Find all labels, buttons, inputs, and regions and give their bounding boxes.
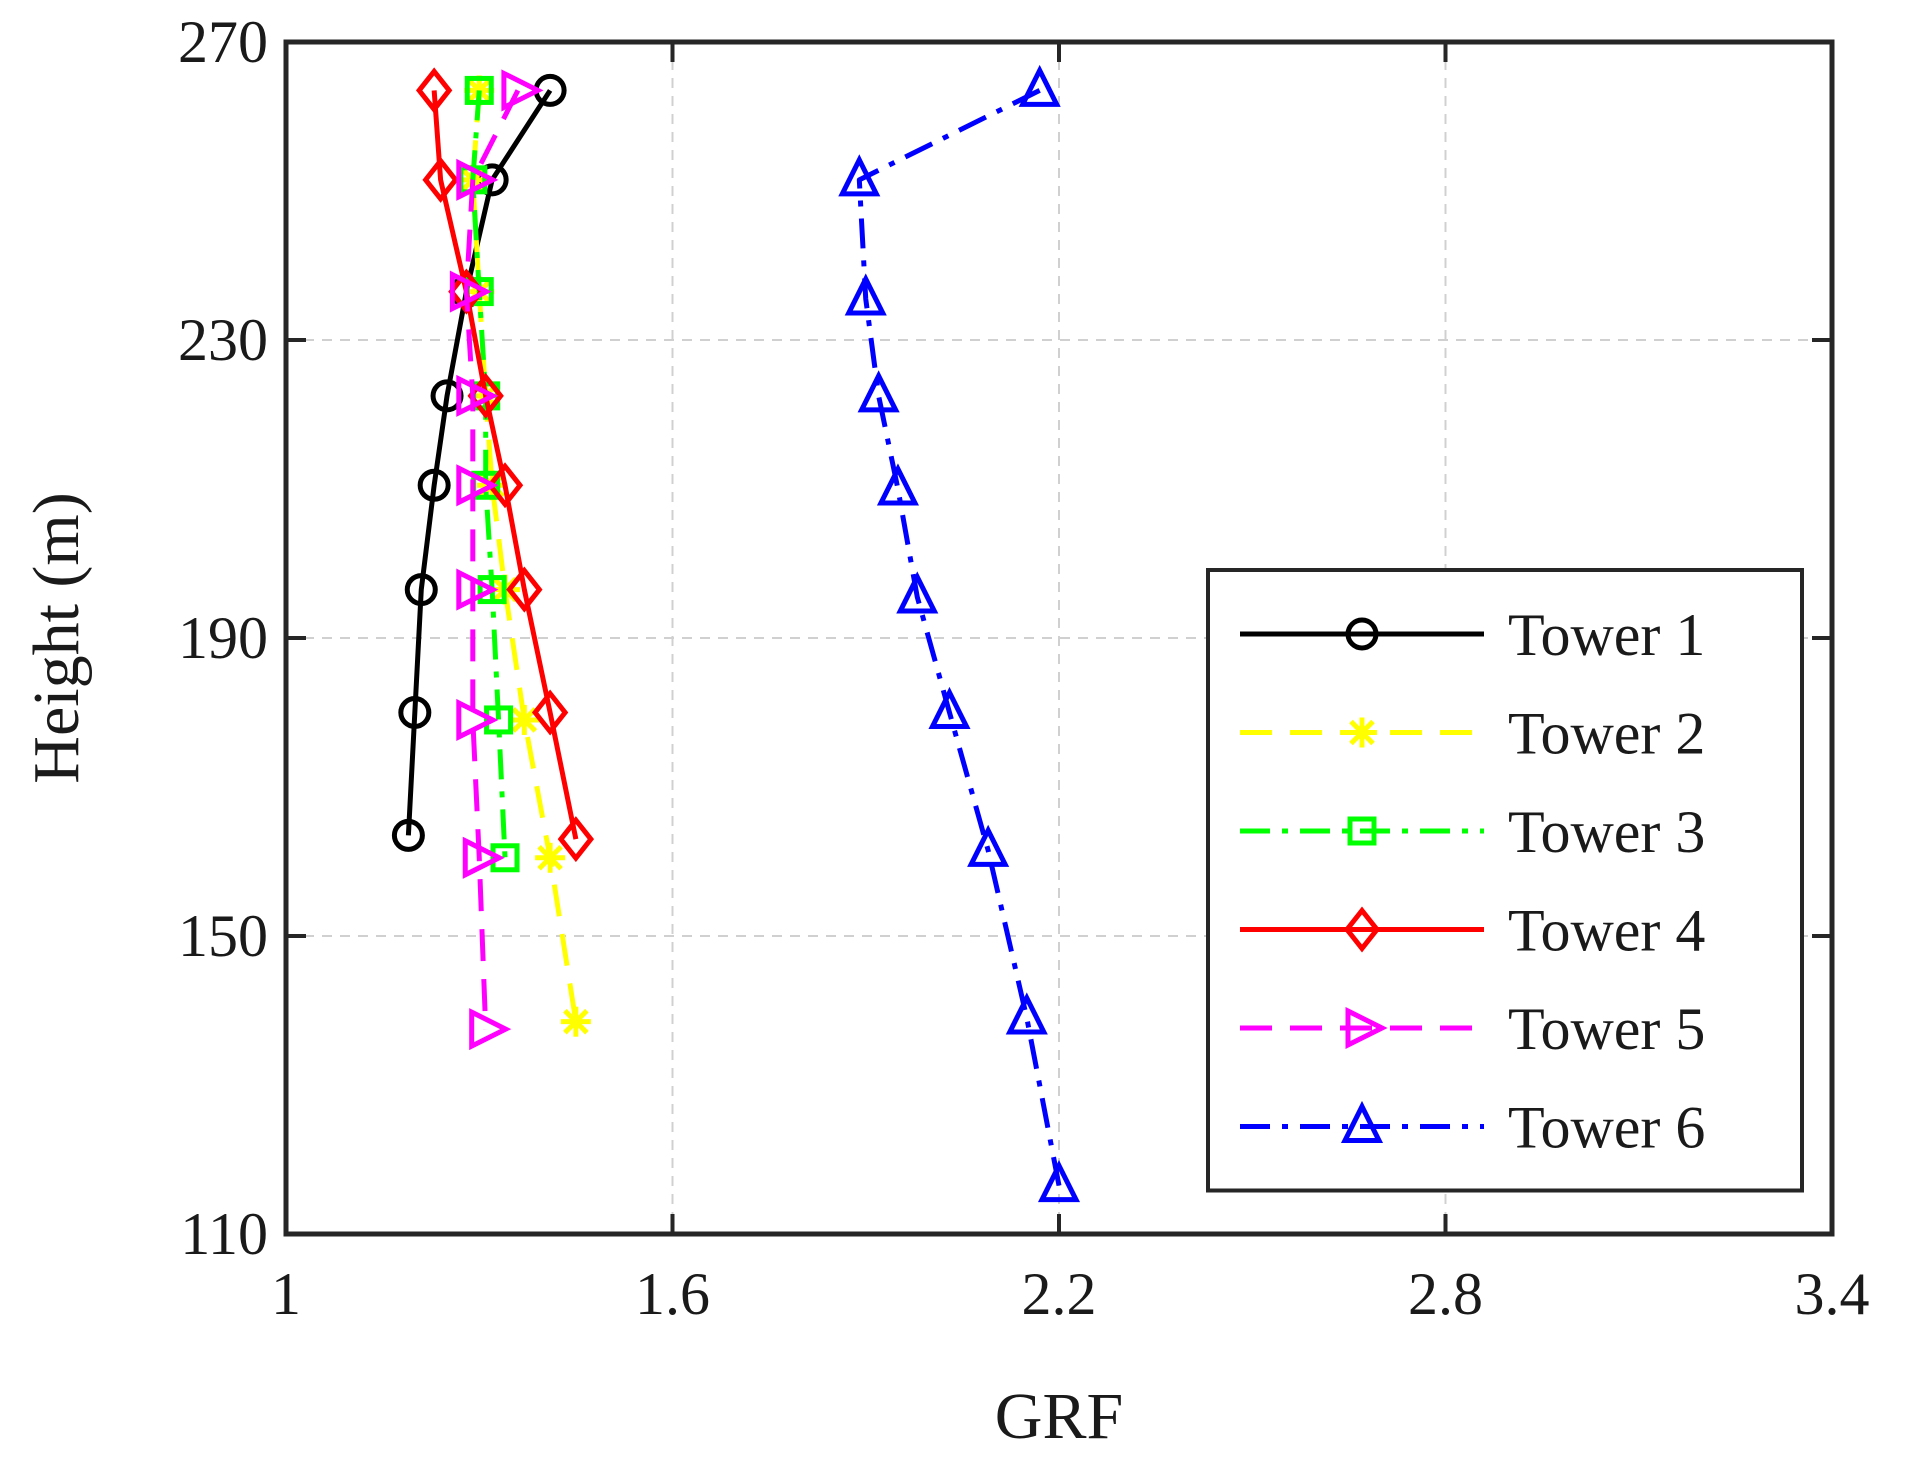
legend-entry: Tower 1 xyxy=(1240,602,1705,668)
data-point-marker xyxy=(456,374,499,417)
legend-marker xyxy=(1345,617,1379,651)
series-line xyxy=(431,90,579,840)
data-point-marker xyxy=(857,370,900,413)
data-point-marker xyxy=(557,816,595,863)
series-tower-6 xyxy=(838,64,1081,1203)
data-point-marker xyxy=(1005,992,1048,1035)
data-point-marker xyxy=(876,463,920,506)
data-point-marker xyxy=(391,818,425,852)
legend-label: Tower 6 xyxy=(1508,1095,1705,1161)
legend-marker xyxy=(1340,1100,1384,1143)
x-tick-label: 2.2 xyxy=(1022,1261,1097,1327)
legend-label: Tower 1 xyxy=(1508,602,1705,668)
y-tick-label: 270 xyxy=(178,9,268,75)
data-point-marker xyxy=(456,158,499,201)
y-tick-label: 190 xyxy=(178,605,268,671)
data-point-marker xyxy=(1037,1159,1081,1203)
legend-marker xyxy=(1347,816,1377,846)
data-point-marker xyxy=(462,836,505,879)
data-point-marker xyxy=(535,842,566,873)
data-point-marker xyxy=(1018,64,1061,107)
legend-marker xyxy=(1343,906,1381,953)
data-point-marker xyxy=(422,156,459,203)
data-point-marker xyxy=(490,843,520,873)
legend-marker xyxy=(1347,717,1377,748)
data-point-marker xyxy=(404,573,438,607)
data-point-marker xyxy=(506,566,543,613)
x-tick-label: 3.4 xyxy=(1795,1261,1870,1327)
series-line xyxy=(405,89,553,836)
series-line xyxy=(470,90,508,858)
data-point-marker xyxy=(415,67,453,114)
series-line xyxy=(856,88,1062,1187)
data-point-marker xyxy=(464,75,494,105)
legend-label: Tower 5 xyxy=(1508,996,1705,1062)
y-tick-label: 150 xyxy=(178,903,268,969)
data-point-marker xyxy=(398,696,432,729)
series-line xyxy=(463,89,521,1030)
data-point-marker xyxy=(456,464,499,507)
legend-label: Tower 4 xyxy=(1508,898,1705,964)
legend-label: Tower 3 xyxy=(1508,799,1705,865)
legend: Tower 1 Tower 2 Tower 3 Tower 4 Tower 5 Tower… xyxy=(1206,568,1804,1193)
legend-label: Tower 2 xyxy=(1508,701,1705,767)
data-point-marker xyxy=(501,69,544,112)
data-point-marker xyxy=(560,1006,591,1037)
legend-entry: Tower 2 xyxy=(1240,701,1705,767)
x-tick-label: 1.6 xyxy=(635,1261,710,1327)
data-point-marker xyxy=(477,575,507,605)
series-tower-2 xyxy=(457,75,591,1037)
y-tick-label: 110 xyxy=(180,1201,268,1267)
data-point-marker xyxy=(967,824,1010,867)
series-layer xyxy=(391,64,1081,1203)
legend-entry: Tower 6 xyxy=(1240,1095,1705,1161)
y-axis-title: Height (m) xyxy=(20,492,93,783)
data-point-marker xyxy=(509,704,540,735)
legend-entry: Tower 3 xyxy=(1240,799,1705,865)
data-point-marker xyxy=(928,686,971,729)
data-point-marker xyxy=(486,462,524,509)
legend-box xyxy=(1206,568,1804,1193)
data-point-marker xyxy=(844,273,887,316)
axis-ticks: 1 1.6 2.2 2.8 3.4 110 150 190 230 270 xyxy=(178,9,1870,1327)
data-point-marker xyxy=(484,705,514,735)
x-tick-label: 2.8 xyxy=(1408,1261,1483,1327)
data-point-marker xyxy=(838,154,881,197)
legend-marker xyxy=(1345,1006,1388,1050)
data-point-marker xyxy=(456,698,499,741)
series-tower-5 xyxy=(449,69,544,1051)
legend-entry: Tower 4 xyxy=(1240,898,1705,964)
y-tick-label: 230 xyxy=(178,307,268,373)
data-point-marker xyxy=(896,571,939,614)
data-point-marker xyxy=(449,270,492,313)
legend-entry: Tower 5 xyxy=(1240,996,1705,1062)
data-point-marker xyxy=(456,568,499,611)
x-axis-title: GRF xyxy=(995,1380,1123,1453)
x-tick-label: 1 xyxy=(271,1261,301,1327)
data-point-marker xyxy=(531,689,569,736)
data-point-marker xyxy=(469,1008,512,1051)
data-point-marker xyxy=(417,468,451,502)
